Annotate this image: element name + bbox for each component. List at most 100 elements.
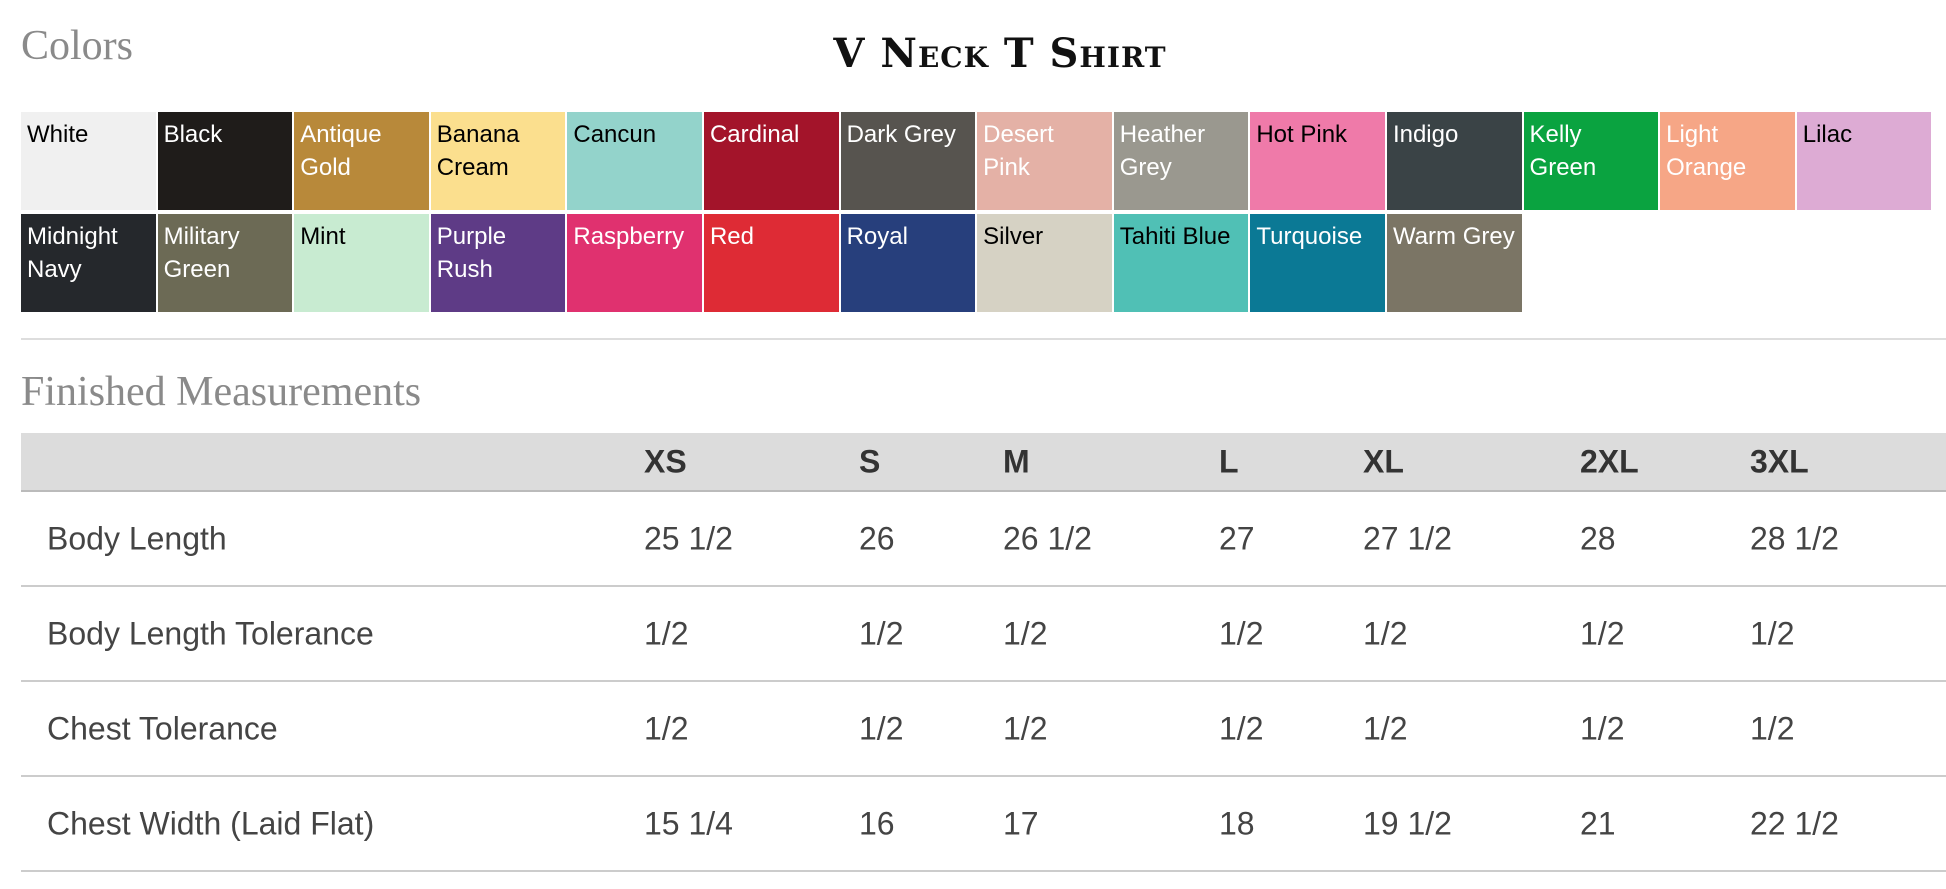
measurements-heading: Finished Measurements: [21, 369, 422, 415]
color-swatch[interactable]: Red: [703, 214, 841, 312]
color-swatch[interactable]: Light Orange: [1660, 112, 1797, 210]
swatch-label: Indigo: [1392, 121, 1459, 148]
swatch-label: Royal: [846, 223, 908, 250]
table-row: Body Length 25 1/2 26 26 1/2 27 27 1/2 28 28 1/…: [21, 492, 1946, 587]
swatch-label: Silver: [983, 223, 1044, 250]
table-row: Chest Width (Laid Flat) 15 1/4 16 17 18 19 1/…: [21, 777, 1946, 872]
color-swatch[interactable]: Warm Grey: [1386, 214, 1524, 312]
table-cell: 28 1/2: [1750, 520, 1839, 556]
swatch-label: Mint: [300, 223, 346, 250]
color-swatch[interactable]: Indigo: [1386, 112, 1524, 210]
color-swatch[interactable]: Kelly Green: [1523, 112, 1661, 210]
table-cell: Chest Tolerance: [47, 710, 278, 746]
table-cell: 1/2: [1580, 710, 1625, 746]
divider: [21, 338, 1946, 340]
color-swatch[interactable]: Black: [157, 112, 295, 210]
color-swatch[interactable]: Lilac: [1796, 112, 1934, 210]
color-swatch[interactable]: Turquoise: [1250, 214, 1387, 312]
table-cell: 25 1/2: [644, 520, 733, 556]
swatch-label: Cancun: [573, 121, 657, 148]
table-cell: 1/2: [1363, 710, 1408, 746]
column-header: L: [1219, 443, 1239, 479]
swatch-label: White: [27, 121, 89, 148]
swatch-label: Dark Grey: [846, 121, 956, 148]
swatch-label: Hot Pink: [1256, 121, 1348, 148]
table-cell: 26: [859, 520, 895, 556]
table-cell: 1/2: [1580, 615, 1625, 651]
table-cell: 1/2: [1363, 615, 1408, 651]
page-title: V Neck T Shirt: [833, 30, 1167, 77]
table-cell: 27: [1219, 520, 1255, 556]
swatch-label: Antique Gold: [300, 121, 382, 181]
column-header: XL: [1363, 443, 1404, 479]
color-swatch[interactable]: Cardinal: [703, 112, 841, 210]
swatch-label: Midnight Navy: [27, 223, 118, 283]
table-cell: 15 1/4: [644, 805, 733, 841]
swatch-label: Red: [709, 223, 754, 250]
table-row: Body Length Tolerance 1/2 1/2 1/2 1/2 1/2 1/2 1…: [21, 587, 1946, 682]
table-cell: 1/2: [1003, 710, 1048, 746]
table-cell: 16: [859, 805, 895, 841]
table-cell: Body Length Tolerance: [47, 615, 374, 651]
color-swatch[interactable]: Royal: [840, 214, 978, 312]
column-header: M: [1003, 443, 1030, 479]
table-cell: 28: [1580, 520, 1616, 556]
color-swatch[interactable]: Mint: [294, 214, 431, 312]
color-swatch[interactable]: Midnight Navy: [21, 214, 158, 312]
table-cell: 1/2: [1003, 615, 1048, 651]
table-cell: 1/2: [1219, 615, 1264, 651]
table-cell: 26 1/2: [1003, 520, 1092, 556]
color-swatch[interactable]: Heather Grey: [1113, 112, 1251, 210]
table-cell: 17: [1003, 805, 1039, 841]
color-swatch[interactable]: Antique Gold: [294, 112, 431, 210]
swatch-label: Kelly Green: [1529, 121, 1597, 181]
table-cell: 1/2: [1219, 710, 1264, 746]
table-cell: 1/2: [859, 615, 904, 651]
table-cell: 18: [1219, 805, 1255, 841]
color-swatches: White Black Antique Gold Banana Cream Cancun…: [21, 112, 1946, 312]
swatch-label: Heather Grey: [1119, 121, 1206, 181]
swatch-label: Tahiti Blue: [1119, 223, 1231, 250]
table-cell: 21: [1580, 805, 1616, 841]
column-header: 3XL: [1750, 443, 1809, 479]
table-row: Chest Tolerance 1/2 1/2 1/2 1/2 1/2 1/2 1/2: [21, 682, 1946, 777]
swatch-label: Military Green: [163, 223, 240, 283]
swatch-label: Lilac: [1802, 121, 1853, 148]
color-swatch[interactable]: Hot Pink: [1250, 112, 1387, 210]
color-swatch[interactable]: Tahiti Blue: [1113, 214, 1251, 312]
column-header: S: [859, 443, 881, 479]
table-cell: Chest Width (Laid Flat): [47, 805, 375, 841]
color-swatch[interactable]: Raspberry: [567, 214, 704, 312]
swatch-label: Banana Cream: [436, 121, 520, 181]
table-cell: 1/2: [644, 615, 689, 651]
column-header: XS: [644, 443, 687, 479]
table-cell: 22 1/2: [1750, 805, 1839, 841]
color-swatch[interactable]: Cancun: [567, 112, 704, 210]
table-cell: 1/2: [644, 710, 689, 746]
swatch-label: Light Orange: [1666, 121, 1747, 181]
color-swatch[interactable]: Desert Pink: [977, 112, 1114, 210]
color-swatch[interactable]: White: [21, 112, 158, 210]
table-cell: 1/2: [1750, 710, 1795, 746]
column-header: 2XL: [1580, 443, 1639, 479]
table-cell: 1/2: [859, 710, 904, 746]
swatch-label: Black: [163, 121, 223, 148]
color-swatch[interactable]: Silver: [977, 214, 1114, 312]
color-swatch[interactable]: Purple Rush: [430, 214, 568, 312]
swatch-label: Purple Rush: [436, 223, 507, 283]
table-cell: 1/2: [1750, 615, 1795, 651]
swatch-label: Desert Pink: [983, 121, 1054, 181]
table-cell: 27 1/2: [1363, 520, 1452, 556]
swatch-label: Turquoise: [1256, 223, 1363, 250]
color-swatch[interactable]: Banana Cream: [430, 112, 568, 210]
swatch-label: Cardinal: [709, 121, 800, 148]
table-cell: Body Length: [47, 520, 227, 556]
table-cell: 19 1/2: [1363, 805, 1452, 841]
color-swatch[interactable]: Dark Grey: [840, 112, 978, 210]
table-header: XS S M L XL 2XL 3XL: [21, 433, 1946, 492]
swatch-label: Warm Grey: [1392, 223, 1515, 250]
colors-heading: Colors: [21, 23, 134, 69]
swatch-label: Raspberry: [573, 223, 685, 250]
measurements-table: XS S M L XL 2XL 3XL Body Length 25 1/2 26 26 1/2 27…: [21, 433, 1946, 872]
color-swatch[interactable]: Military Green: [157, 214, 295, 312]
